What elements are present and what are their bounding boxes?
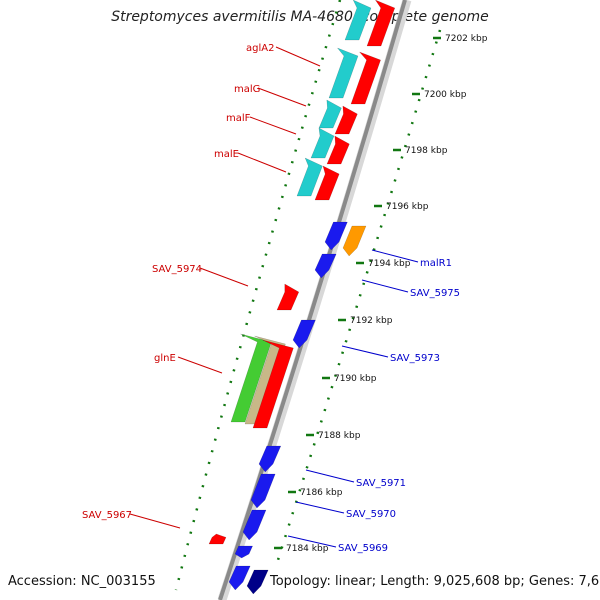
map-title: Streptomyces avermitilis MA-4680, comple… (111, 9, 489, 25)
gene-label-left: aglA2 (246, 43, 274, 54)
genome-summary-text: Topology: linear; Length: 9,025,608 bp; … (270, 574, 600, 589)
gene-arrow (324, 221, 348, 251)
gene-arrow (258, 445, 282, 473)
gene-leader-line (249, 116, 297, 135)
gene-label-left: malE (214, 149, 239, 160)
gene-arrow (234, 545, 253, 559)
ruler-tick-label: 7184 kbp (286, 544, 329, 554)
gene-leader-line (287, 535, 337, 548)
gene-arrow (230, 333, 272, 423)
gene-leader-line (341, 345, 389, 358)
gene-label-left: malF (226, 113, 251, 124)
ruler-tick-label: 7186 kbp (300, 488, 343, 498)
gene-arrow (314, 253, 337, 279)
gene-leader-line (295, 501, 345, 514)
gene-label-right: malR1 (420, 258, 452, 269)
gene-label-left: SAV_5974 (152, 264, 202, 275)
left-dotted-guide (174, 0, 342, 591)
gene-arrow (328, 47, 359, 99)
gene-label-right: SAV_5970 (346, 509, 396, 520)
gene-arrow (246, 569, 269, 595)
gene-arrow (342, 225, 367, 257)
ruler-tick-label: 7192 kbp (350, 316, 393, 326)
gene-leader-line (305, 469, 355, 483)
gene-arrow (292, 319, 316, 349)
gene-arrow (276, 283, 300, 311)
ruler-tick-label: 7194 kbp (368, 259, 411, 269)
ruler-tick-label: 7202 kbp (445, 34, 488, 44)
gene-leader-line (361, 279, 409, 293)
gene-arrow (208, 533, 227, 545)
gene-arrow (314, 165, 340, 201)
gene-leader-line (371, 249, 419, 263)
gene-arrow (344, 0, 372, 41)
gene-arrow (310, 127, 335, 159)
gene-leader-line (177, 356, 223, 374)
ruler-tick-label: 7196 kbp (386, 202, 429, 212)
gene-label-left: SAV_5967 (82, 510, 132, 521)
ruler-tick-label: 7200 kbp (424, 90, 467, 100)
gene-arrow (350, 51, 381, 105)
gene-label-right: SAV_5969 (338, 543, 388, 554)
genome-backbone (218, 0, 407, 600)
ruler-tick-label: 7198 kbp (405, 146, 448, 156)
gene-arrow (296, 157, 323, 197)
gene-label-left: malG (234, 84, 260, 95)
gene-leader-line (237, 152, 287, 173)
ruler-tick-label: 7190 kbp (334, 374, 377, 384)
gene-arrow (252, 339, 294, 429)
gene-arrow (326, 135, 350, 165)
gene-label-right: SAV_5973 (390, 353, 440, 364)
gene-arrow (242, 509, 267, 541)
ruler-tick-label: 7188 kbp (318, 431, 361, 441)
accession-text: Accession: NC_003155 (8, 574, 156, 589)
gene-leader-line (257, 87, 307, 107)
gene-arrow (250, 473, 276, 509)
gene-arrow (366, 0, 396, 47)
gene-label-left: glnE (154, 353, 176, 364)
gene-label-right: SAV_5975 (410, 288, 460, 299)
gene-arrow (318, 99, 342, 129)
gene-leader-line (275, 46, 321, 67)
gene-arrow (228, 565, 251, 591)
gene-arrow (334, 105, 358, 135)
gene-leader-line (199, 267, 249, 287)
gene-leader-line (129, 513, 181, 529)
gene-label-right: SAV_5971 (356, 478, 406, 489)
